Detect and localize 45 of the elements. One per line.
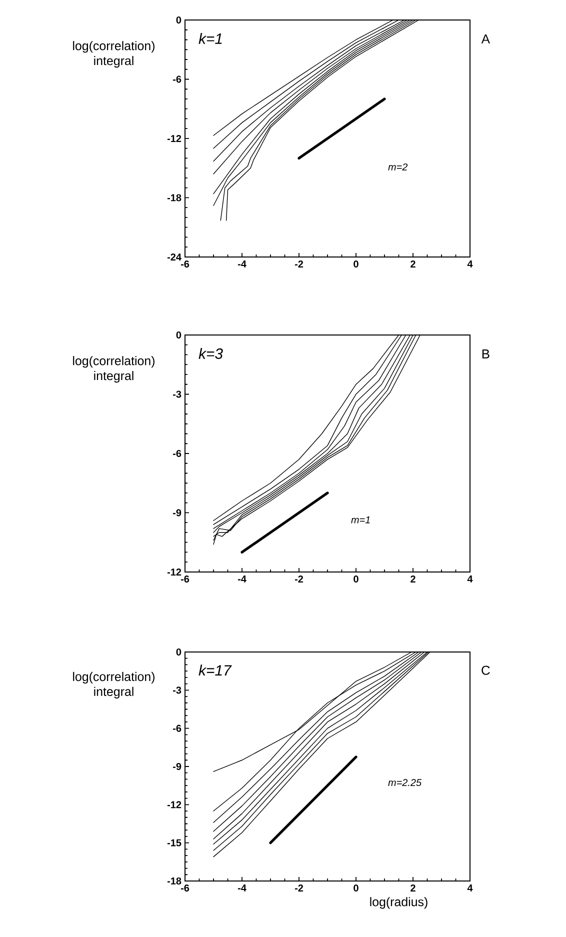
- x-tick-label: -4: [238, 260, 246, 268]
- y-tick-label: -9: [173, 762, 182, 770]
- x-tick-label: -4: [238, 884, 246, 892]
- text: A: [481, 34, 490, 44]
- y-tick-label: -12: [167, 135, 182, 142]
- x-axis-title: log(radius): [370, 897, 428, 909]
- x-tick-label: 4: [467, 884, 473, 892]
- y-tick-label: -18: [167, 877, 182, 885]
- annotation: k=17: [198, 664, 232, 676]
- y-axis-title: log(correlation) integral: [73, 41, 154, 68]
- annotation: k=3: [198, 348, 223, 359]
- text: C: [482, 666, 490, 675]
- x-tick-label: 2: [410, 260, 416, 268]
- y-tick-label: -12: [167, 568, 182, 576]
- x-tick-label: -2: [294, 576, 304, 582]
- annotation: m=2.25: [388, 779, 422, 786]
- x-tick-label: -4: [238, 576, 246, 582]
- text: B: [482, 350, 490, 358]
- y-tick-label: -12: [167, 801, 182, 808]
- x-tick-label: 4: [467, 576, 473, 582]
- x-tick-label: 0: [354, 576, 358, 583]
- y-tick-label: -6: [173, 724, 182, 732]
- y-tick-label: -3: [173, 390, 182, 398]
- y-tick-label: -24: [167, 254, 182, 260]
- x-tick-label: 0: [354, 884, 358, 892]
- y-tick-label: -6: [173, 76, 182, 83]
- y-axis-title: log(correlation) integral: [73, 356, 154, 383]
- x-tick-label: 2: [410, 576, 416, 582]
- x-tick-label: 0: [354, 260, 358, 268]
- x-tick-label: -2: [294, 884, 304, 892]
- x-tick-label: -2: [294, 260, 304, 268]
- annotation: m=1: [351, 516, 370, 524]
- y-axis-title: log(correlation) integral: [73, 672, 154, 698]
- x-tick-label: 4: [467, 260, 473, 268]
- y-tick-label: -18: [167, 194, 182, 202]
- y-tick-label: 0: [176, 648, 182, 656]
- y-tick-label: -15: [167, 839, 182, 846]
- x-tick-label: 2: [410, 884, 416, 892]
- y-tick-label: -9: [173, 509, 182, 516]
- y-tick-label: -6: [173, 450, 182, 458]
- y-tick-label: -3: [173, 686, 182, 694]
- annotation: m=2: [388, 163, 408, 170]
- annotation: k=1: [198, 32, 222, 44]
- y-tick-label: 0: [176, 331, 182, 339]
- y-tick-label: 0: [176, 16, 182, 24]
